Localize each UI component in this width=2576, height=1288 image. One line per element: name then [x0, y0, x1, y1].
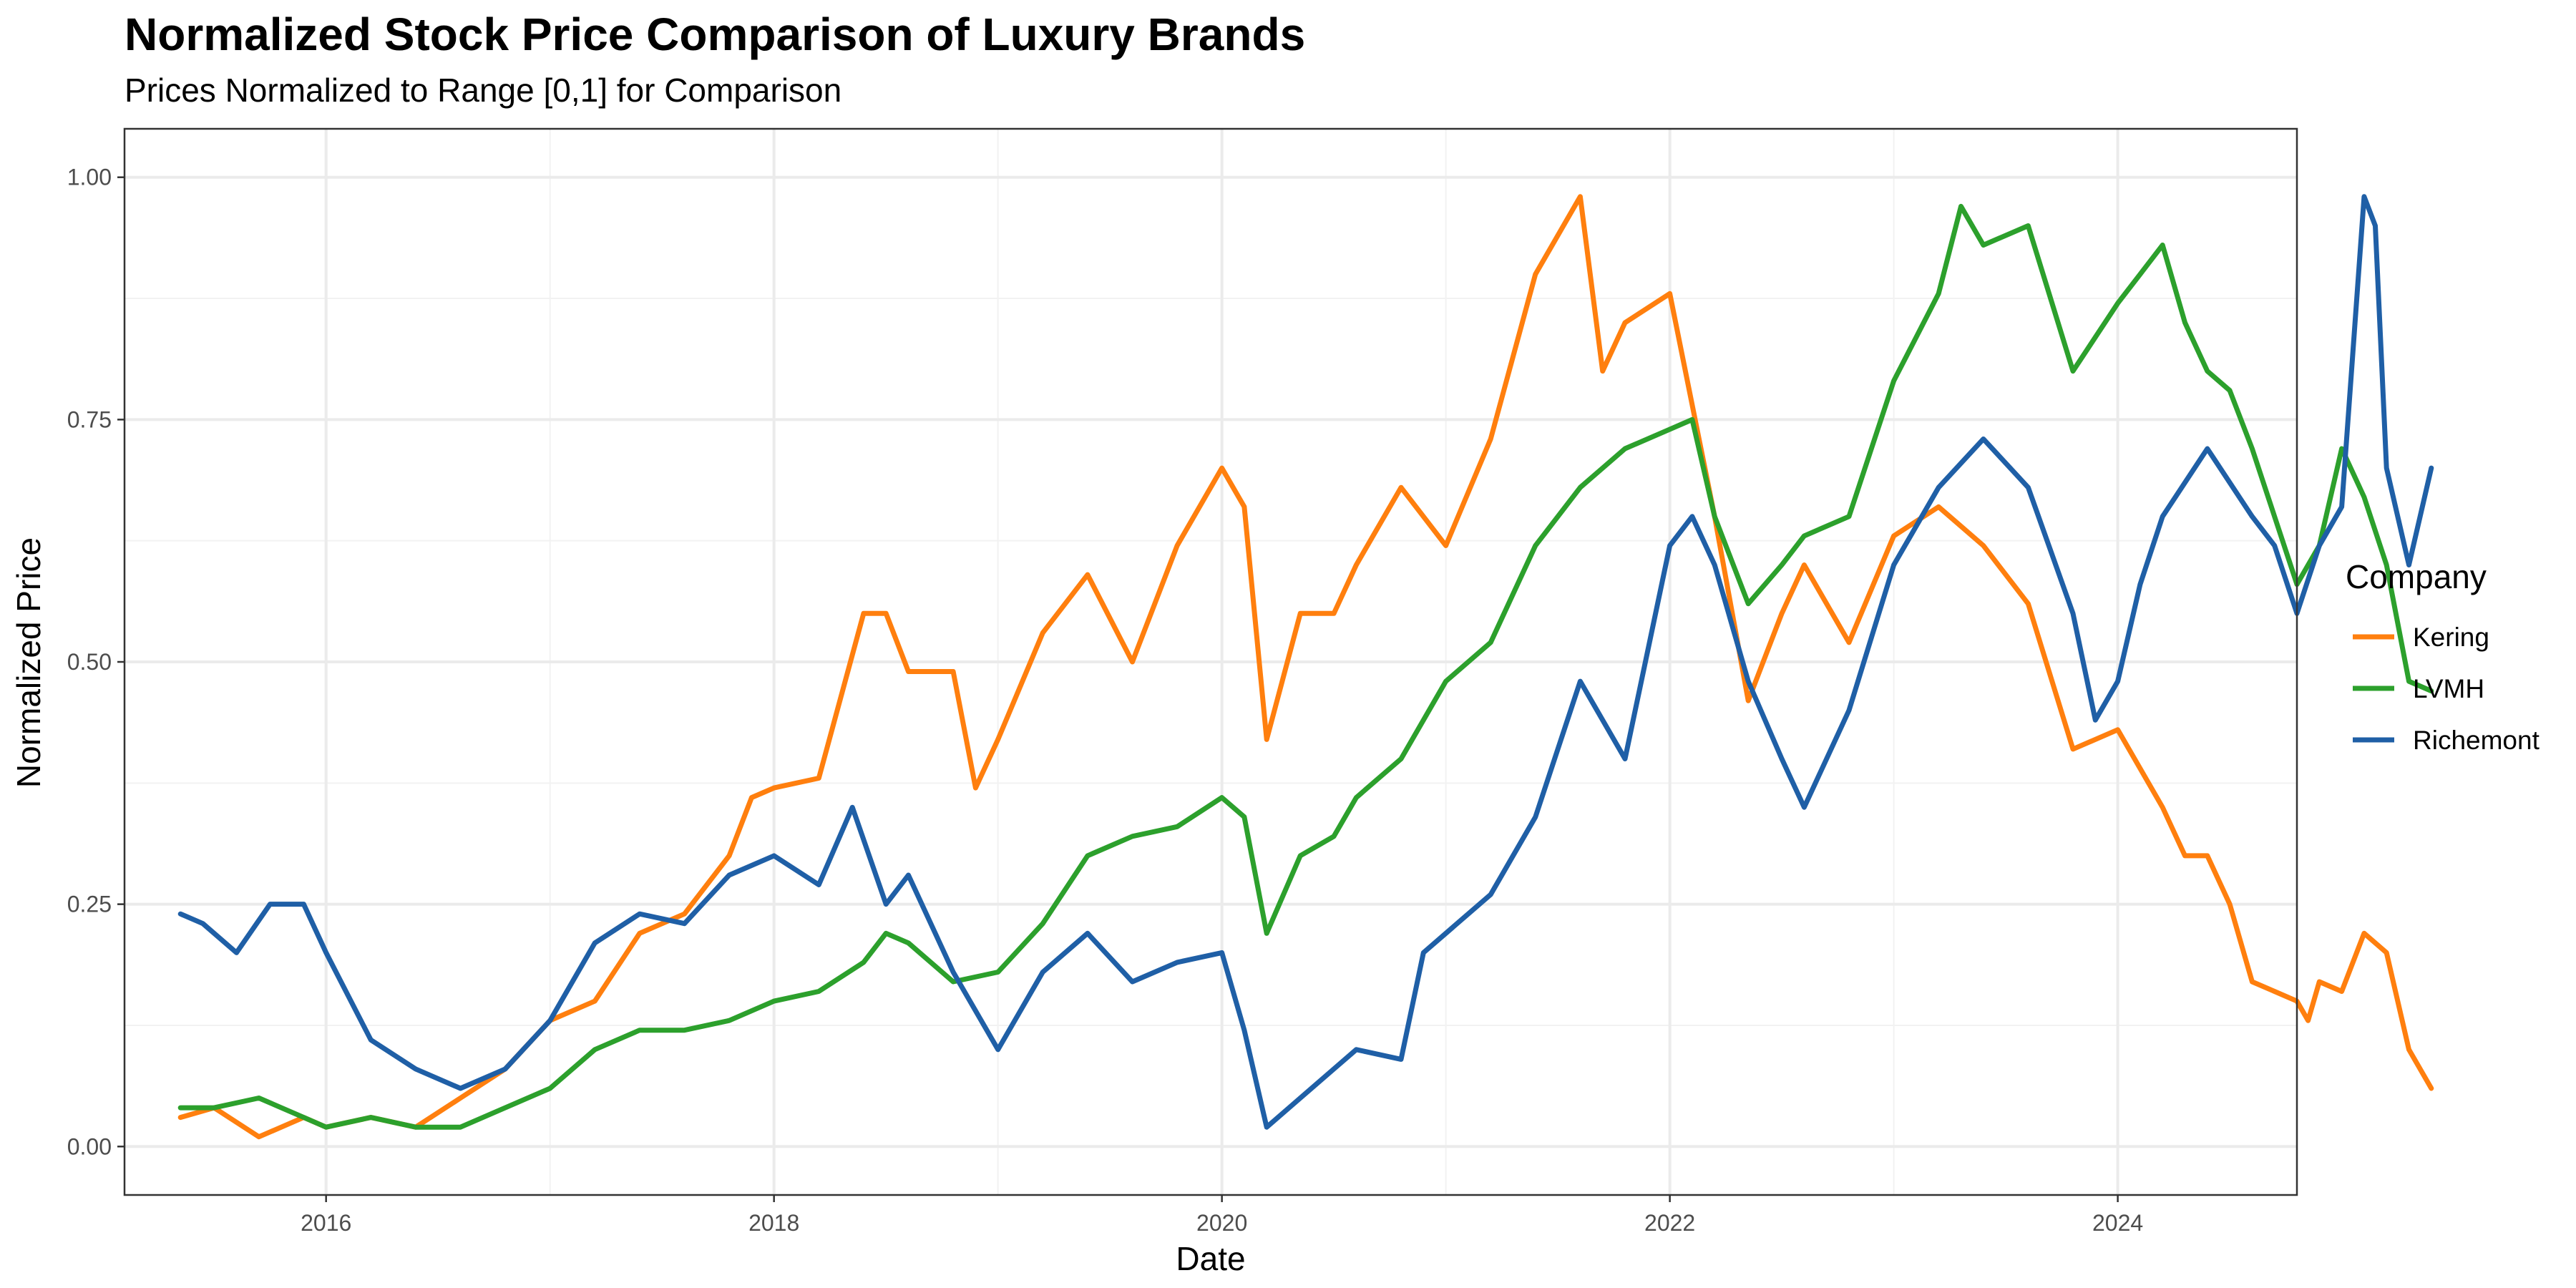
- legend-label-richemont: Richemont: [2413, 726, 2540, 755]
- y-tick-label: 0.75: [67, 406, 112, 432]
- y-axis: 0.00 0.25 0.50 0.75 1.00: [67, 165, 125, 1159]
- x-axis: 2016 2018 2020 2022 2024: [301, 1195, 2143, 1236]
- chart-subtitle: Prices Normalized to Range [0,1] for Com…: [125, 72, 841, 109]
- x-tick-label: 2020: [1196, 1210, 1247, 1236]
- series-lines: [177, 194, 2434, 1140]
- gridlines: [125, 129, 2297, 1195]
- legend: Company Kering LVMH Richemont: [2346, 558, 2540, 755]
- x-tick-label: 2016: [301, 1210, 351, 1236]
- series-line-richemont: [177, 194, 2434, 1130]
- legend-title: Company: [2346, 558, 2487, 595]
- x-tick-label: 2024: [2092, 1210, 2143, 1236]
- legend-label-kering: Kering: [2413, 623, 2489, 652]
- y-tick-label: 1.00: [67, 165, 112, 190]
- series-line-kering: [177, 194, 2434, 1140]
- y-tick-label: 0.25: [67, 892, 112, 917]
- legend-label-lvmh: LVMH: [2413, 674, 2484, 703]
- x-axis-label: Date: [1176, 1240, 1245, 1277]
- x-tick-label: 2018: [748, 1210, 799, 1236]
- plot-area: [123, 127, 2434, 1196]
- series-line-lvmh: [177, 203, 2434, 1130]
- y-axis-label: Normalized Price: [10, 537, 47, 788]
- y-tick-label: 0.00: [67, 1133, 112, 1159]
- x-tick-label: 2022: [1644, 1210, 1695, 1236]
- chart-title: Normalized Stock Price Comparison of Lux…: [125, 9, 1305, 60]
- y-tick-label: 0.50: [67, 649, 112, 675]
